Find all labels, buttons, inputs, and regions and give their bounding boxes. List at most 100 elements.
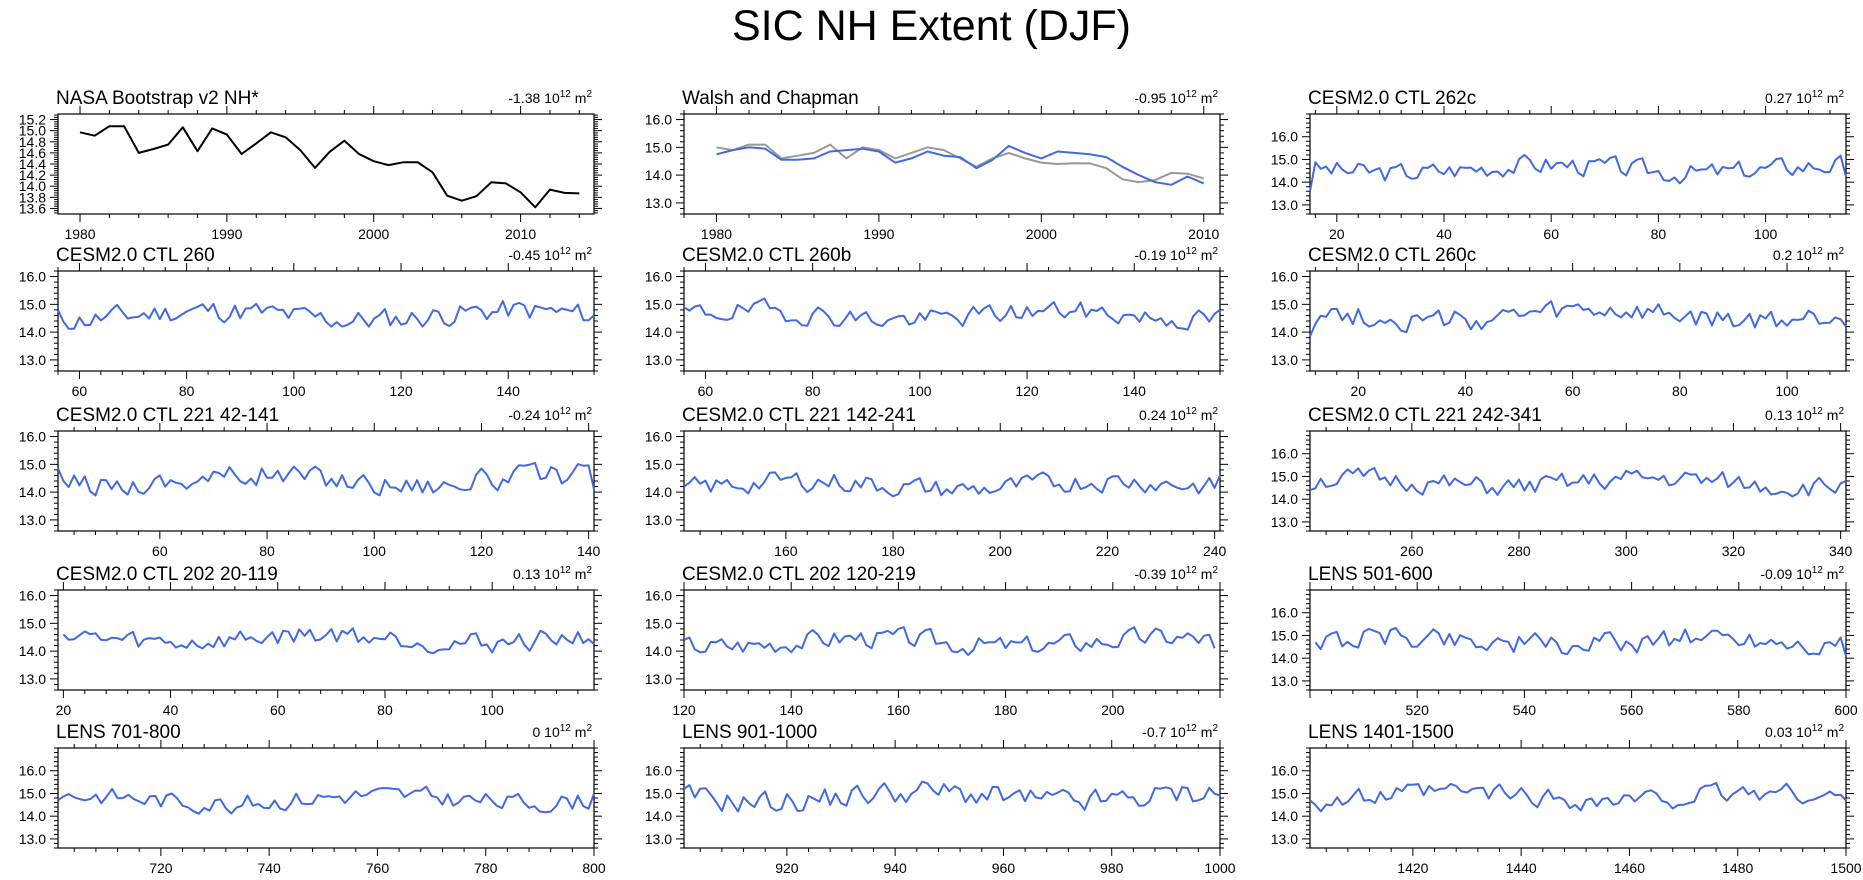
x-tick-label: 560 [1620, 702, 1644, 718]
x-tick-label: 1990 [863, 226, 894, 242]
trend-label: 0.03 1012 m2 [1765, 723, 1844, 740]
x-tick-label: 1000 [1204, 860, 1235, 876]
x-tick-label: 20 [1350, 383, 1366, 399]
series-line-2 [716, 144, 1205, 186]
panel-3: CESM2.0 CTL 262c 0.27 1012 m2 20 40 60 80 100 1… [1271, 88, 1854, 242]
panel-15: LENS 1401-1500 0.03 1012 m2 1420 1440 1460 14… [1271, 722, 1862, 876]
x-tick-label: 100 [1754, 226, 1778, 242]
plot-frame [1309, 113, 1847, 215]
trend-label: 0.13 1012 m2 [513, 565, 592, 582]
panel-6: CESM2.0 CTL 260c 0.2 1012 m2 20 40 60 80 100 16… [1271, 245, 1854, 399]
y-tick-label: 14.0 [19, 643, 46, 659]
y-tick-label: 14.8 [19, 134, 46, 150]
series-line-1 [62, 627, 595, 655]
panel-title: CESM2.0 CTL 262c [1308, 88, 1476, 109]
x-tick-label: 60 [698, 383, 714, 399]
panel-title: CESM2.0 CTL 260b [682, 245, 851, 266]
y-tick-label: 15.0 [19, 123, 46, 139]
x-tick-label: 980 [1100, 860, 1124, 876]
y-tick-label: 15.0 [19, 296, 46, 312]
trend-label: 0.13 1012 m2 [1765, 406, 1844, 423]
series-line-1 [1309, 467, 1847, 498]
page-title: SIC NH Extent (DJF) [732, 2, 1131, 50]
y-tick-label: 13.0 [19, 352, 46, 368]
trend-label: -0.39 1012 m2 [1134, 565, 1218, 582]
x-tick-label: 60 [72, 383, 88, 399]
trend-label: -0.19 1012 m2 [1134, 246, 1218, 263]
x-tick-label: 320 [1722, 543, 1746, 559]
y-tick-label: 16.0 [645, 429, 672, 445]
x-tick-label: 100 [363, 543, 387, 559]
x-tick-label: 580 [1727, 702, 1751, 718]
y-tick-label: 13.0 [1271, 514, 1298, 530]
panel-title: LENS 901-1000 [682, 722, 817, 743]
y-tick-label: 16.0 [1271, 269, 1298, 285]
x-tick-label: 960 [992, 860, 1016, 876]
y-tick-label: 13.0 [645, 512, 672, 528]
y-tick-label: 13.0 [1271, 352, 1298, 368]
x-tick-label: 800 [582, 860, 606, 876]
x-tick-label: 60 [270, 702, 286, 718]
x-tick-label: 140 [780, 702, 804, 718]
y-tick-label: 14.0 [1271, 808, 1298, 824]
x-tick-label: 40 [1458, 383, 1474, 399]
x-tick-label: 2000 [1026, 226, 1057, 242]
y-tick-label: 13.6 [19, 200, 46, 216]
panel-4: CESM2.0 CTL 260 -0.45 1012 m2 60 80 100 120 14… [19, 245, 602, 399]
y-tick-label: 14.0 [645, 808, 672, 824]
y-tick-label: 16.0 [19, 269, 46, 285]
y-tick-label: 15.0 [645, 456, 672, 472]
trend-label: 0 1012 m2 [533, 723, 593, 740]
x-tick-label: 600 [1834, 702, 1858, 718]
x-tick-label: 120 [389, 383, 413, 399]
y-tick-label: 15.0 [1271, 785, 1298, 801]
x-tick-label: 40 [1436, 226, 1452, 242]
x-tick-label: 220 [1096, 543, 1120, 559]
panel-2: Walsh and Chapman -0.95 1012 m2 1980 1990 20… [645, 88, 1228, 242]
plot-frame [57, 430, 595, 532]
y-tick-label: 16.0 [645, 269, 672, 285]
y-tick-label: 15.2 [19, 112, 46, 128]
x-tick-label: 240 [1203, 543, 1227, 559]
x-tick-label: 740 [257, 860, 281, 876]
panel-13: LENS 701-800 0 1012 m2 720 740 760 780 800 16.0… [19, 722, 606, 876]
y-tick-label: 14.0 [645, 167, 672, 183]
y-tick-label: 13.0 [1271, 197, 1298, 213]
x-tick-label: 160 [887, 702, 911, 718]
y-tick-label: 16.0 [645, 763, 672, 779]
x-tick-label: 1480 [1722, 860, 1753, 876]
trend-label: -0.24 1012 m2 [508, 406, 592, 423]
x-tick-label: 300 [1615, 543, 1639, 559]
series-line-1 [1314, 627, 1847, 657]
x-tick-label: 180 [994, 702, 1018, 718]
trend-label: -0.95 1012 m2 [1134, 89, 1218, 106]
series-line-1 [1309, 300, 1847, 337]
y-tick-label: 16.0 [19, 588, 46, 604]
x-tick-label: 60 [152, 543, 168, 559]
y-tick-label: 13.0 [19, 671, 46, 687]
x-tick-label: 120 [1015, 383, 1039, 399]
trend-label: -0.45 1012 m2 [508, 246, 592, 263]
y-tick-label: 14.0 [19, 324, 46, 340]
x-tick-label: 200 [1101, 702, 1125, 718]
x-tick-label: 80 [1651, 226, 1667, 242]
panel-title: CESM2.0 CTL 221 142-241 [682, 405, 916, 426]
x-tick-label: 340 [1829, 543, 1853, 559]
panel-1: NASA Bootstrap v2 NH* -1.38 1012 m2 1980 19… [19, 88, 602, 242]
y-tick-label: 14.4 [19, 156, 46, 172]
plot-frame [683, 747, 1221, 849]
x-tick-label: 2000 [358, 226, 389, 242]
y-tick-label: 13.0 [1271, 831, 1298, 847]
series-line-1 [683, 297, 1221, 331]
y-tick-label: 14.6 [19, 145, 46, 161]
x-tick-label: 120 [470, 543, 494, 559]
x-tick-label: 1980 [64, 226, 95, 242]
x-tick-label: 120 [672, 702, 696, 718]
panel-title: Walsh and Chapman [682, 88, 859, 109]
x-tick-label: 1990 [211, 226, 242, 242]
panel-5: CESM2.0 CTL 260b -0.19 1012 m2 60 80 100 120 1… [645, 245, 1228, 399]
plot-frame [57, 589, 595, 691]
y-tick-label: 14.0 [1271, 324, 1298, 340]
panel-title: CESM2.0 CTL 260c [1308, 245, 1476, 266]
